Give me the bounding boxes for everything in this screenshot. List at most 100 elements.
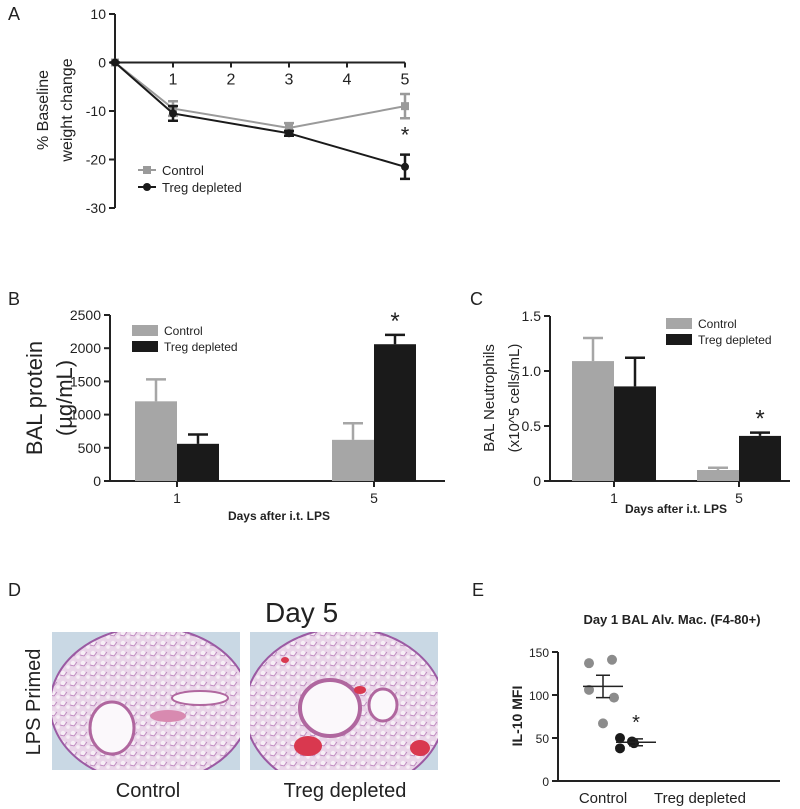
data-point — [609, 692, 619, 703]
x-axis-label: Days after i.t. LPS — [625, 502, 727, 516]
y-tick-label: 1.5 — [522, 308, 542, 324]
panel-label: A — [8, 4, 20, 24]
legend-label: Control — [698, 317, 737, 331]
bar — [332, 439, 374, 481]
legend-swatch — [132, 341, 158, 352]
data-point — [615, 743, 625, 754]
x-tick-label: 5 — [370, 490, 378, 506]
significance: * — [390, 308, 399, 335]
x-tick-label: 4 — [343, 72, 352, 89]
bar — [374, 344, 416, 481]
bar — [572, 361, 614, 481]
significance: * — [755, 406, 764, 433]
histology-treg-depleted — [250, 632, 438, 770]
error-bar — [343, 421, 363, 440]
legend-label: Control — [162, 163, 204, 178]
error-bar — [629, 738, 643, 747]
data-point — [615, 733, 625, 743]
bar — [739, 435, 781, 481]
bar — [614, 386, 656, 481]
x-tick-label: 1 — [610, 490, 618, 506]
series-line — [114, 61, 406, 168]
panel-label: D — [8, 580, 21, 600]
y-tick-label: 0.5 — [522, 418, 542, 434]
y-axis-label: BAL Neutrophils — [481, 344, 498, 452]
y-tick-label: 100 — [529, 689, 549, 703]
error-bar — [625, 356, 645, 387]
panel-label: E — [472, 580, 484, 600]
error-bar — [385, 333, 405, 345]
series-line — [114, 61, 406, 129]
x-tick-label: 2 — [227, 72, 236, 89]
panel-title: Day 5 — [265, 597, 338, 628]
y-tick-label: 0 — [98, 55, 106, 71]
y-tick-label: 1.0 — [522, 363, 542, 379]
significance: * — [632, 712, 640, 734]
y-tick-label: 0 — [93, 473, 101, 489]
y-tick-label: 1500 — [70, 373, 101, 389]
legend-label: Treg depleted — [698, 333, 772, 347]
histology-control — [52, 632, 240, 770]
y-tick-label: 50 — [536, 732, 550, 746]
image-caption: Control — [116, 780, 180, 802]
marker — [285, 129, 293, 138]
legend-label: Treg depleted — [164, 340, 238, 354]
legend-swatch — [132, 325, 158, 336]
error-bar — [583, 336, 603, 362]
image-caption: Treg depleted — [284, 780, 407, 802]
error-bar — [596, 674, 610, 699]
y-tick-label: -30 — [86, 200, 106, 216]
y-tick-label: 1000 — [70, 407, 101, 423]
y-tick-label: -20 — [86, 152, 106, 168]
significance: * — [401, 123, 410, 148]
legend-marker — [143, 166, 151, 174]
marker — [169, 109, 177, 118]
y-tick-label: 500 — [78, 440, 102, 456]
data-point — [584, 684, 594, 695]
bar — [135, 401, 177, 481]
error-bar — [146, 378, 166, 402]
y-tick-label: 0 — [533, 473, 541, 489]
row-label: LPS Primed — [23, 649, 45, 756]
chart-title: Day 1 BAL Alv. Mac. (F4-80+) — [583, 612, 760, 627]
y-tick-label: 0 — [542, 775, 549, 789]
x-tick-label: 1 — [173, 490, 181, 506]
data-point — [598, 718, 608, 729]
legend-marker — [143, 183, 151, 191]
error-bar — [708, 466, 728, 470]
y-axis-label: weight change — [59, 58, 76, 162]
y-axis-label: % Baseline — [35, 70, 52, 150]
y-axis-label: (x10^5 cells/mL) — [506, 344, 523, 453]
x-axis-label: Days after i.t. LPS — [228, 509, 330, 523]
data-point — [629, 738, 639, 749]
y-tick-label: 150 — [529, 646, 549, 660]
legend-swatch — [666, 334, 692, 345]
x-tick-label: Treg depleted — [654, 790, 746, 807]
marker — [401, 102, 409, 111]
y-tick-label: 2000 — [70, 340, 101, 356]
x-tick-label: Control — [579, 790, 627, 807]
data-point — [584, 658, 594, 669]
y-tick-label: 2500 — [70, 307, 101, 323]
y-axis-label: BAL protein — [22, 341, 47, 455]
marker — [401, 162, 409, 171]
marker — [111, 58, 119, 67]
panel-label: B — [8, 289, 20, 309]
bar — [697, 470, 739, 481]
bar — [177, 443, 219, 481]
y-tick-label: -10 — [86, 103, 106, 119]
y-tick-label: 10 — [90, 6, 106, 22]
legend-label: Treg depleted — [162, 180, 242, 195]
error-bar — [188, 433, 208, 444]
legend-label: Control — [164, 324, 203, 338]
legend-swatch — [666, 318, 692, 329]
y-axis-label: IL-10 MFI — [509, 686, 525, 747]
data-point — [607, 654, 617, 665]
x-tick-label: 5 — [401, 72, 410, 89]
x-tick-label: 1 — [169, 72, 178, 89]
panel-label: C — [470, 289, 483, 309]
error-bar — [750, 431, 770, 436]
x-tick-label: 5 — [735, 490, 743, 506]
x-tick-label: 3 — [285, 72, 294, 89]
